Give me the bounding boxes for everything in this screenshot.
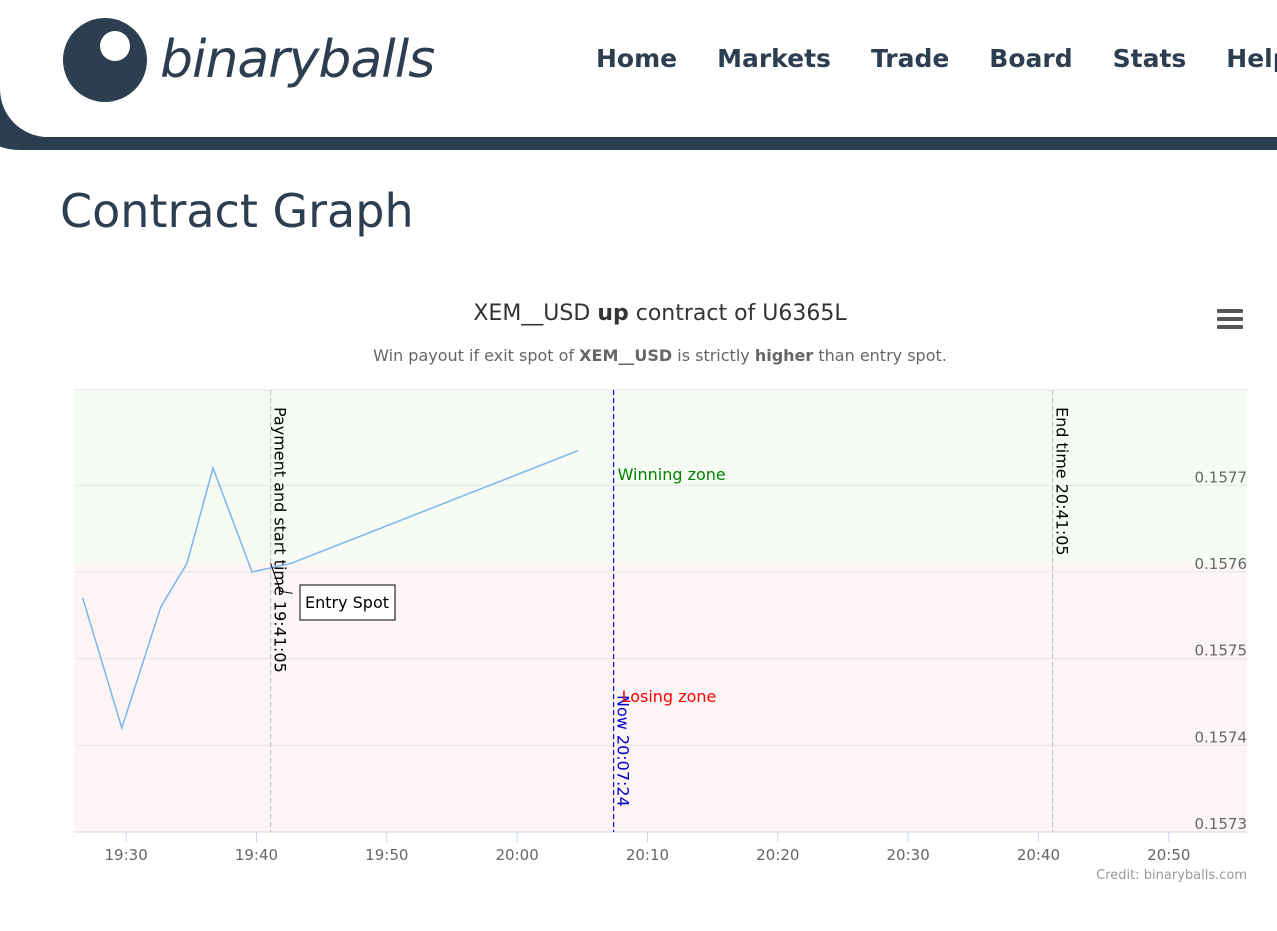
nav-stats[interactable]: Stats	[1112, 44, 1187, 73]
x-tick-label: 20:30	[887, 846, 930, 864]
x-tick-label: 19:40	[235, 846, 278, 864]
chart-svg: XEM__USD up contract of U6365L Win payou…	[74, 301, 1248, 883]
entry-spot-connector	[270, 563, 293, 594]
logo[interactable]: binaryballs	[62, 17, 435, 103]
plot-line-label: Payment and start time 19:41:05	[271, 407, 290, 673]
y-tick-label: 0.1576	[1195, 555, 1248, 573]
entry-spot-label: Entry Spot	[305, 593, 389, 612]
nav-home[interactable]: Home	[596, 44, 678, 73]
x-tick-label: 20:00	[496, 846, 539, 864]
entry-spot-box	[299, 584, 396, 621]
x-tick-label: 20:20	[756, 846, 799, 864]
plot-line-label: End time 20:41:05	[1053, 407, 1072, 556]
chart-menu-button[interactable]	[1212, 304, 1248, 334]
nav-board[interactable]: Board	[989, 44, 1073, 73]
x-tick-label: 19:30	[105, 846, 148, 864]
plot-area: 0.1573 0.1574 0.1575 0.1576 0.1577 19:30 19:40…	[74, 389, 1248, 864]
brand-name: binaryballs	[160, 30, 435, 90]
header: binaryballs Home Markets Trade Board Sta…	[0, 0, 1277, 175]
ball-logo-icon	[63, 18, 147, 102]
now-time-label: Now 20:07:24	[614, 695, 633, 807]
losing-zone-band	[74, 563, 1247, 832]
losing-zone-label: Losing zone	[622, 687, 717, 706]
main-nav: Home Markets Trade Board Stats Help	[576, 44, 1277, 73]
x-tick-label: 19:50	[365, 846, 408, 864]
page-title: Contract Graph	[60, 184, 414, 238]
contract-chart: XEM__USD up contract of U6365L Win payou…	[0, 280, 1277, 900]
y-tick-label: 0.1574	[1195, 728, 1248, 746]
chart-title: XEM__USD up contract of U6365L	[473, 301, 847, 326]
y-tick-label: 0.1575	[1195, 642, 1248, 660]
winning-zone-band	[74, 390, 1247, 564]
nav-markets[interactable]: Markets	[717, 44, 831, 73]
header-background	[0, 0, 1277, 137]
x-tick-label: 20:10	[626, 846, 669, 864]
nav-help[interactable]: Help	[1226, 44, 1277, 73]
winning-zone-label: Winning zone	[618, 465, 726, 484]
x-tick-label: 20:40	[1017, 846, 1060, 864]
y-tick-label: 0.1573	[1195, 815, 1248, 833]
x-tick-label: 20:50	[1147, 846, 1190, 864]
chart-credit[interactable]: Credit: binaryballs.com	[1096, 868, 1247, 883]
nav-trade[interactable]: Trade	[870, 44, 950, 73]
price-series-line	[81, 450, 579, 731]
y-tick-label: 0.1577	[1195, 468, 1248, 486]
chart-subtitle: Win payout if exit spot of XEM__USD is s…	[373, 346, 947, 365]
